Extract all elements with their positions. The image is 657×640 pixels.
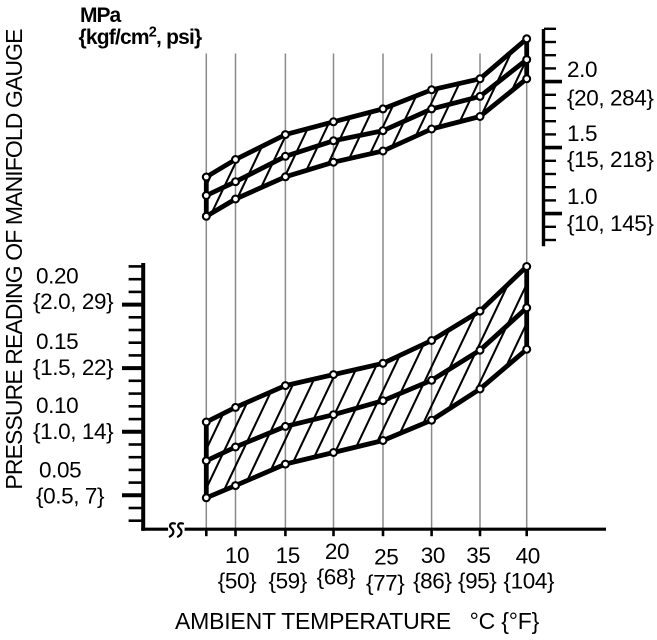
svg-text:{kgf/cm2, psi}: {kgf/cm2, psi}: [79, 25, 203, 50]
svg-text:{86}: {86}: [413, 569, 452, 594]
svg-text:40: 40: [516, 543, 540, 568]
svg-text:2.0: 2.0: [567, 57, 597, 82]
svg-text:35: 35: [466, 543, 490, 568]
svg-text:1.0: 1.0: [567, 184, 597, 209]
svg-text:AMBIENT TEMPERATURE °C {°F}: AMBIENT TEMPERATURE °C {°F}: [175, 608, 540, 634]
svg-text:{104}: {104}: [504, 569, 555, 594]
svg-text:15: 15: [276, 543, 300, 568]
svg-text:10: 10: [225, 543, 249, 568]
svg-text:{68}: {68}: [317, 565, 356, 590]
svg-text:{95}: {95}: [458, 569, 497, 594]
svg-text:{0.5, 7}: {0.5, 7}: [36, 484, 105, 509]
svg-text:PRESSURE READING OF MANIFOLD G: PRESSURE READING OF MANIFOLD GAUGE: [1, 29, 27, 490]
svg-text:{77}: {77}: [366, 571, 405, 596]
svg-text:0.05: 0.05: [39, 458, 81, 483]
svg-text:0.10: 0.10: [36, 393, 78, 418]
svg-text:20: 20: [325, 539, 349, 564]
svg-text:1.5: 1.5: [567, 121, 597, 146]
svg-text:0.15: 0.15: [36, 329, 78, 354]
svg-text:MPa: MPa: [80, 4, 122, 27]
svg-text:{59}: {59}: [268, 569, 307, 594]
svg-text:{2.0, 29}: {2.0, 29}: [33, 289, 114, 314]
svg-text:30: 30: [421, 543, 445, 568]
svg-text:{1.0, 14}: {1.0, 14}: [33, 419, 114, 444]
svg-text:{10, 145}: {10, 145}: [567, 211, 654, 236]
svg-text:{20, 284}: {20, 284}: [567, 85, 654, 110]
svg-text:{1.5, 22}: {1.5, 22}: [33, 355, 114, 380]
svg-text:{15, 218}: {15, 218}: [567, 147, 654, 172]
svg-text:{50}: {50}: [218, 569, 257, 594]
svg-text:25: 25: [374, 545, 398, 570]
svg-text:0.20: 0.20: [36, 264, 78, 289]
